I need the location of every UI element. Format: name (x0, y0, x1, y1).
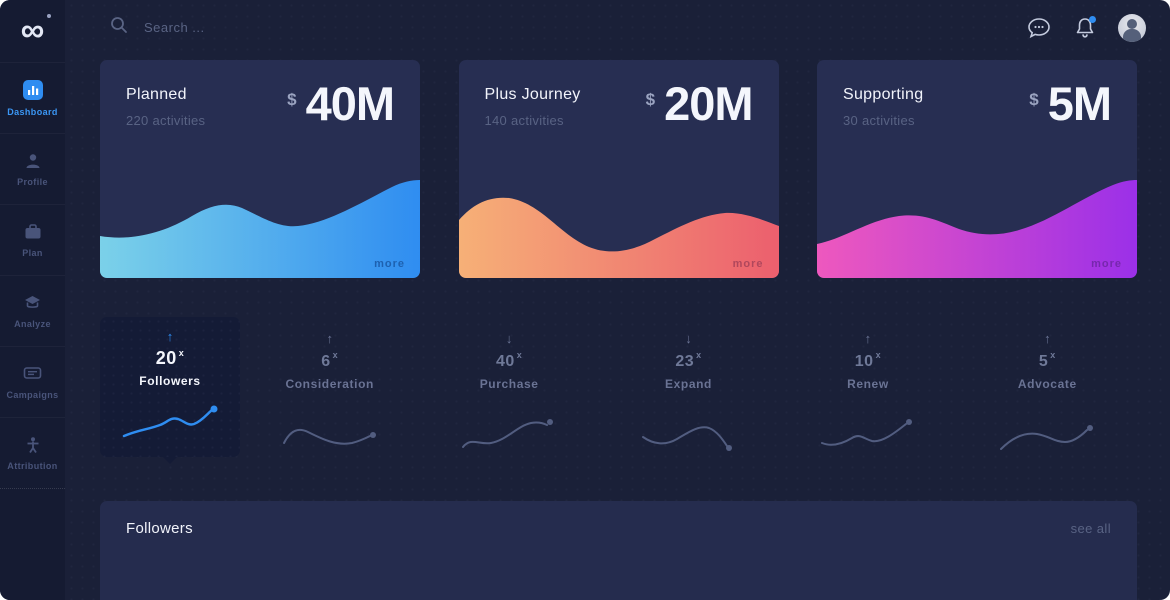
bell-icon[interactable] (1072, 15, 1098, 41)
sidebar-item-label: Attribution (7, 460, 58, 471)
funnel-value: 40 x (495, 350, 523, 370)
card-amount: 40M (305, 77, 395, 130)
funnel-label: Advocate (1017, 377, 1077, 391)
chat-icon[interactable] (1026, 15, 1052, 41)
analyze-icon (23, 294, 42, 312)
followers-section: Followers see all (100, 501, 1137, 600)
trend-up-icon: ↑ (864, 331, 872, 346)
sidebar-item-dashboard[interactable]: Dashboard (0, 62, 65, 133)
trend-up-icon: ↑ (326, 331, 333, 346)
trend-up-icon: ↑ (1044, 331, 1051, 346)
more-link[interactable]: more (374, 258, 405, 270)
more-link[interactable]: more (732, 258, 764, 270)
plan-icon (24, 223, 42, 241)
card-subtitle: 220 activities (126, 113, 206, 128)
sidebar-item-analyze[interactable]: Analyze (0, 275, 65, 346)
funnel-value: 20 x (155, 348, 185, 368)
wave-chart (817, 178, 1137, 278)
see-all-link[interactable]: see all (1070, 521, 1111, 536)
sparkline (122, 405, 218, 438)
funnel-label: Purchase (479, 377, 539, 391)
card-subtitle: 140 activities (484, 113, 564, 128)
campaigns-icon (23, 365, 42, 383)
attribution-icon (24, 436, 42, 454)
wave-chart (100, 178, 420, 278)
sparkline (820, 419, 912, 446)
trend-down-icon: ↓ (505, 331, 513, 346)
section-title: Followers (126, 520, 193, 537)
notification-dot (1089, 15, 1096, 23)
funnel-item-expand[interactable]: ↓ 23 x Expand (599, 317, 778, 463)
sparkline (462, 419, 554, 448)
sidebar-item-attribution[interactable]: Attribution (0, 417, 65, 489)
app-logo[interactable]: ∞ (0, 0, 65, 62)
funnel-item-followers[interactable]: ↑ 20 x Followers (100, 317, 240, 464)
sidebar-item-plan[interactable]: Plan (0, 204, 65, 275)
card-head: Plus Journey 140 activities $ 20M (459, 60, 779, 128)
topbar (65, 0, 1170, 55)
wave-chart (458, 178, 779, 278)
funnel-label: Expand (665, 377, 712, 391)
sidebar-item-label: Profile (17, 176, 48, 187)
card-value: $ 40M (287, 77, 395, 130)
card-supporting[interactable]: Supporting 30 activities $ 5M (817, 60, 1137, 278)
more-link[interactable]: more (1091, 258, 1122, 270)
card-head: Planned 220 activities $ 40M (100, 60, 420, 128)
card-planned[interactable]: Planned 220 activities $ 40M (100, 60, 420, 278)
sidebar-item-label: Analyze (14, 318, 51, 329)
profile-icon (24, 152, 42, 170)
funnel-item-purchase[interactable]: ↓ 40 x Purchase (419, 317, 598, 463)
funnel-value: 10 x (854, 350, 882, 370)
trend-down-icon: ↓ (685, 331, 692, 346)
sidebar-item-label: Plan (22, 247, 43, 258)
currency-symbol: $ (1029, 90, 1039, 109)
card-subtitle: 30 activities (843, 113, 915, 128)
logo-dot (47, 14, 51, 18)
sidebar: ∞ Dashboard Profile Plan Analyze (0, 0, 65, 600)
card-value: $ 20M (645, 77, 754, 130)
card-amount: 20M (664, 77, 753, 130)
funnel-label: Consideration (285, 377, 374, 391)
avatar[interactable] (1118, 13, 1146, 42)
dashboard-icon (22, 79, 43, 100)
main-area: Planned 220 activities $ 40M (65, 0, 1170, 600)
card-title: Plus Journey (484, 86, 581, 103)
search-input[interactable] (142, 19, 446, 36)
funnel-label: Renew (847, 377, 889, 391)
search-icon[interactable] (110, 16, 128, 39)
card-title: Planned (126, 86, 187, 103)
sidebar-item-campaigns[interactable]: Campaigns (0, 346, 65, 417)
card-value: $ 5M (1029, 77, 1112, 130)
currency-symbol: $ (645, 90, 656, 109)
currency-symbol: $ (287, 90, 297, 109)
infinity-logo-icon: ∞ (20, 10, 45, 48)
card-amount: 5M (1047, 77, 1112, 130)
sidebar-item-label: Dashboard (7, 106, 58, 117)
topbar-icons (1026, 13, 1146, 42)
sparkline (641, 426, 732, 451)
card-title: Supporting (843, 86, 924, 103)
trend-up-icon: ↑ (166, 329, 174, 344)
sidebar-item-profile[interactable]: Profile (0, 133, 65, 204)
sparkline (282, 428, 376, 445)
sparkline (1000, 425, 1094, 450)
card-head: Supporting 30 activities $ 5M (817, 60, 1137, 128)
funnel-item-renew[interactable]: ↑ 10 x Renew (778, 317, 957, 463)
funnel-label: Followers (139, 374, 201, 388)
card-plus-journey[interactable]: Plus Journey 140 activities $ 20M (458, 60, 779, 278)
followers-header: Followers see all (100, 501, 1137, 537)
search (110, 16, 1026, 39)
funnel-value: 23 x (675, 350, 702, 370)
sidebar-item-label: Campaigns (6, 389, 59, 400)
stat-cards-row: Planned 220 activities $ 40M (65, 55, 1170, 278)
